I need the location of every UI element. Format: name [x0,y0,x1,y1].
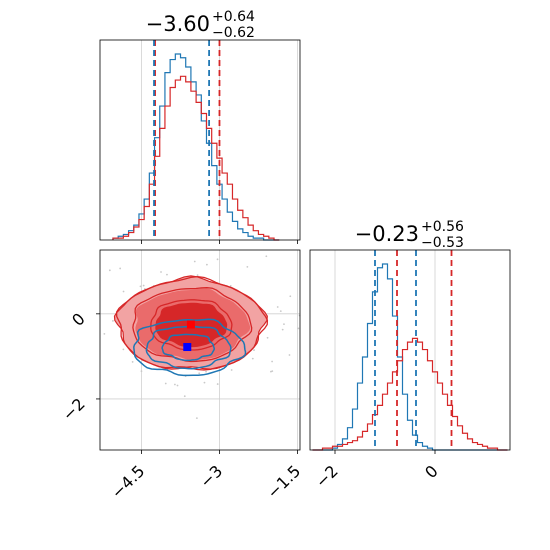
sample-point [195,417,198,420]
x-tick-label: −2 [312,461,342,491]
sample-point [297,327,300,330]
sample-point [271,360,273,363]
blue-contour-line [161,333,215,362]
quantile-lines [374,250,453,450]
title-sup: +0.64 [212,9,255,25]
grid [334,250,436,450]
y-tick-label: 0 [68,309,89,330]
sample-point [229,285,232,287]
blue-contour-line [145,325,232,370]
sample-point [246,265,249,268]
sample-point [140,370,143,373]
contours [113,275,269,377]
x-tick-label: −4.5 [107,461,148,502]
sample-point [119,267,122,270]
title-p1: −3.60 +0.64 −0.62 [146,9,255,41]
panel-bottom-right: −2 0 −0.23 +0.56 −0.53 [309,219,511,492]
quantile-lines [153,40,221,240]
sample-point [283,323,285,326]
sample-point [266,336,269,339]
x-tick-label: −3 [196,461,226,491]
red-histogram [312,337,508,451]
sample-point [216,383,219,385]
sample-point [166,273,168,276]
sample-point [206,263,208,266]
title-main: −0.23 [355,222,419,246]
sample-point [216,258,219,261]
sample-point [230,369,233,371]
sample-point [198,372,201,375]
sample-point [160,271,162,273]
x-ticks: −4.5 −3 −1.5 [107,450,304,502]
y-ticks: 0 −2 [59,309,100,424]
panel-bottom-left: −4.5 −3 −1.5 0 −2 [59,249,304,502]
axes-frame [99,39,301,241]
sample-point [122,348,125,351]
sample-point [288,354,291,356]
sample-point [205,370,207,373]
sample-point [174,383,176,386]
red-marker [186,320,195,329]
sample-point [265,255,268,258]
sample-point [112,320,114,322]
x-ticks [141,240,298,244]
histograms [312,263,508,451]
sample-point [281,328,284,331]
red-contour-line [132,286,253,363]
axes-frame [309,249,511,451]
sample-point [142,284,145,287]
blue-contour-line [133,318,247,377]
blue-histogram [312,263,508,451]
y-tick-label: −2 [59,394,89,424]
sample-point [279,310,282,313]
sample-point [276,306,279,308]
sample-point [183,395,186,398]
histograms [112,53,280,241]
markers [183,320,195,352]
sample-point [108,269,111,272]
sample-point [196,274,199,277]
red-contour-line [115,275,269,371]
x-tick-label: −1.5 [263,461,304,502]
x-ticks: −2 0 [312,450,442,492]
sample-point [131,361,134,363]
sample-point [122,290,125,293]
red-contour-line [150,299,233,351]
title-sup: +0.56 [421,219,464,235]
sample-point [251,357,254,360]
sample-point [289,295,292,298]
x-tick-label: 0 [421,461,442,482]
sample-point [176,384,179,387]
blue-histogram [112,53,280,241]
blue-marker [183,343,192,352]
sample-point [103,332,106,335]
sample-point [203,381,206,384]
red-histogram [112,75,280,241]
sample-point [253,349,255,351]
sample-point [271,370,274,373]
title-p2: −0.23 +0.56 −0.53 [355,219,464,251]
title-sub: −0.53 [421,235,464,251]
title-sub: −0.62 [212,25,255,41]
axes-frame [99,249,301,451]
title-main: −3.60 [146,12,210,36]
sample-point [193,260,196,263]
sample-point [164,382,167,385]
panel-top-left: −3.60 +0.64 −0.62 [99,9,301,244]
sample-point [139,285,142,288]
